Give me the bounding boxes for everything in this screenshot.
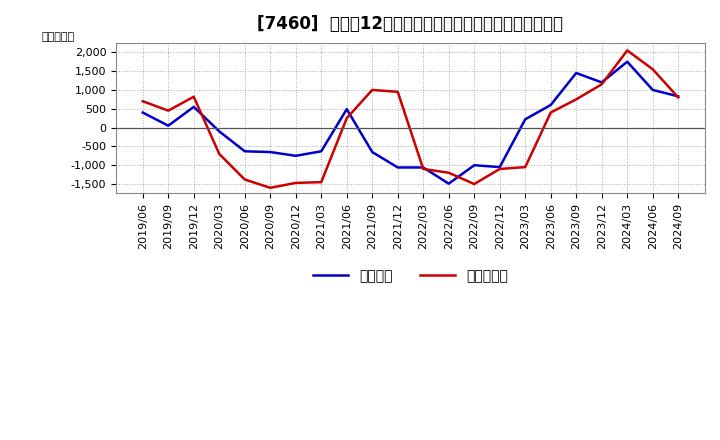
当期純利益 xyxy=(572,97,580,102)
当期純利益 xyxy=(598,82,606,87)
Legend: 経常利益, 当期純利益: 経常利益, 当期純利益 xyxy=(307,264,513,289)
当期純利益 xyxy=(343,116,351,121)
経常利益 xyxy=(266,150,274,155)
当期純利益 xyxy=(649,66,657,72)
経常利益 xyxy=(240,149,249,154)
経常利益 xyxy=(292,153,300,158)
経常利益 xyxy=(368,150,377,155)
経常利益 xyxy=(189,104,198,110)
当期純利益 xyxy=(189,94,198,99)
当期純利益 xyxy=(368,87,377,92)
Title: [7460]  利益だ12か月移動合計の対前年同期増減額の推移: [7460] 利益だ12か月移動合計の対前年同期増減額の推移 xyxy=(258,15,564,33)
経常利益 xyxy=(393,165,402,170)
経常利益 xyxy=(138,110,147,115)
経常利益 xyxy=(598,80,606,85)
当期純利益 xyxy=(215,151,224,157)
当期純利益 xyxy=(292,180,300,186)
経常利益 xyxy=(444,181,453,186)
当期純利益 xyxy=(623,48,631,53)
Y-axis label: （百万円）: （百万円） xyxy=(42,32,75,42)
経常利益 xyxy=(674,94,683,99)
当期純利益 xyxy=(266,185,274,191)
経常利益 xyxy=(317,149,325,154)
経常利益 xyxy=(215,129,224,134)
経常利益 xyxy=(546,103,555,108)
当期純利益 xyxy=(240,177,249,182)
当期純利益 xyxy=(419,166,428,172)
経常利益 xyxy=(521,117,529,122)
当期純利益 xyxy=(546,110,555,115)
経常利益 xyxy=(572,70,580,76)
当期純利益 xyxy=(521,165,529,170)
当期純利益 xyxy=(470,181,479,187)
経常利益 xyxy=(649,87,657,92)
経常利益 xyxy=(164,123,173,128)
当期純利益 xyxy=(164,108,173,113)
経常利益 xyxy=(470,162,479,168)
Line: 経常利益: 経常利益 xyxy=(143,62,678,183)
経常利益 xyxy=(343,106,351,112)
当期純利益 xyxy=(495,166,504,172)
当期純利益 xyxy=(317,180,325,185)
経常利益 xyxy=(495,165,504,170)
当期純利益 xyxy=(138,99,147,104)
経常利益 xyxy=(623,59,631,64)
当期純利益 xyxy=(444,170,453,176)
当期純利益 xyxy=(393,89,402,95)
経常利益 xyxy=(419,165,428,170)
Line: 当期純利益: 当期純利益 xyxy=(143,51,678,188)
当期純利益 xyxy=(674,95,683,100)
